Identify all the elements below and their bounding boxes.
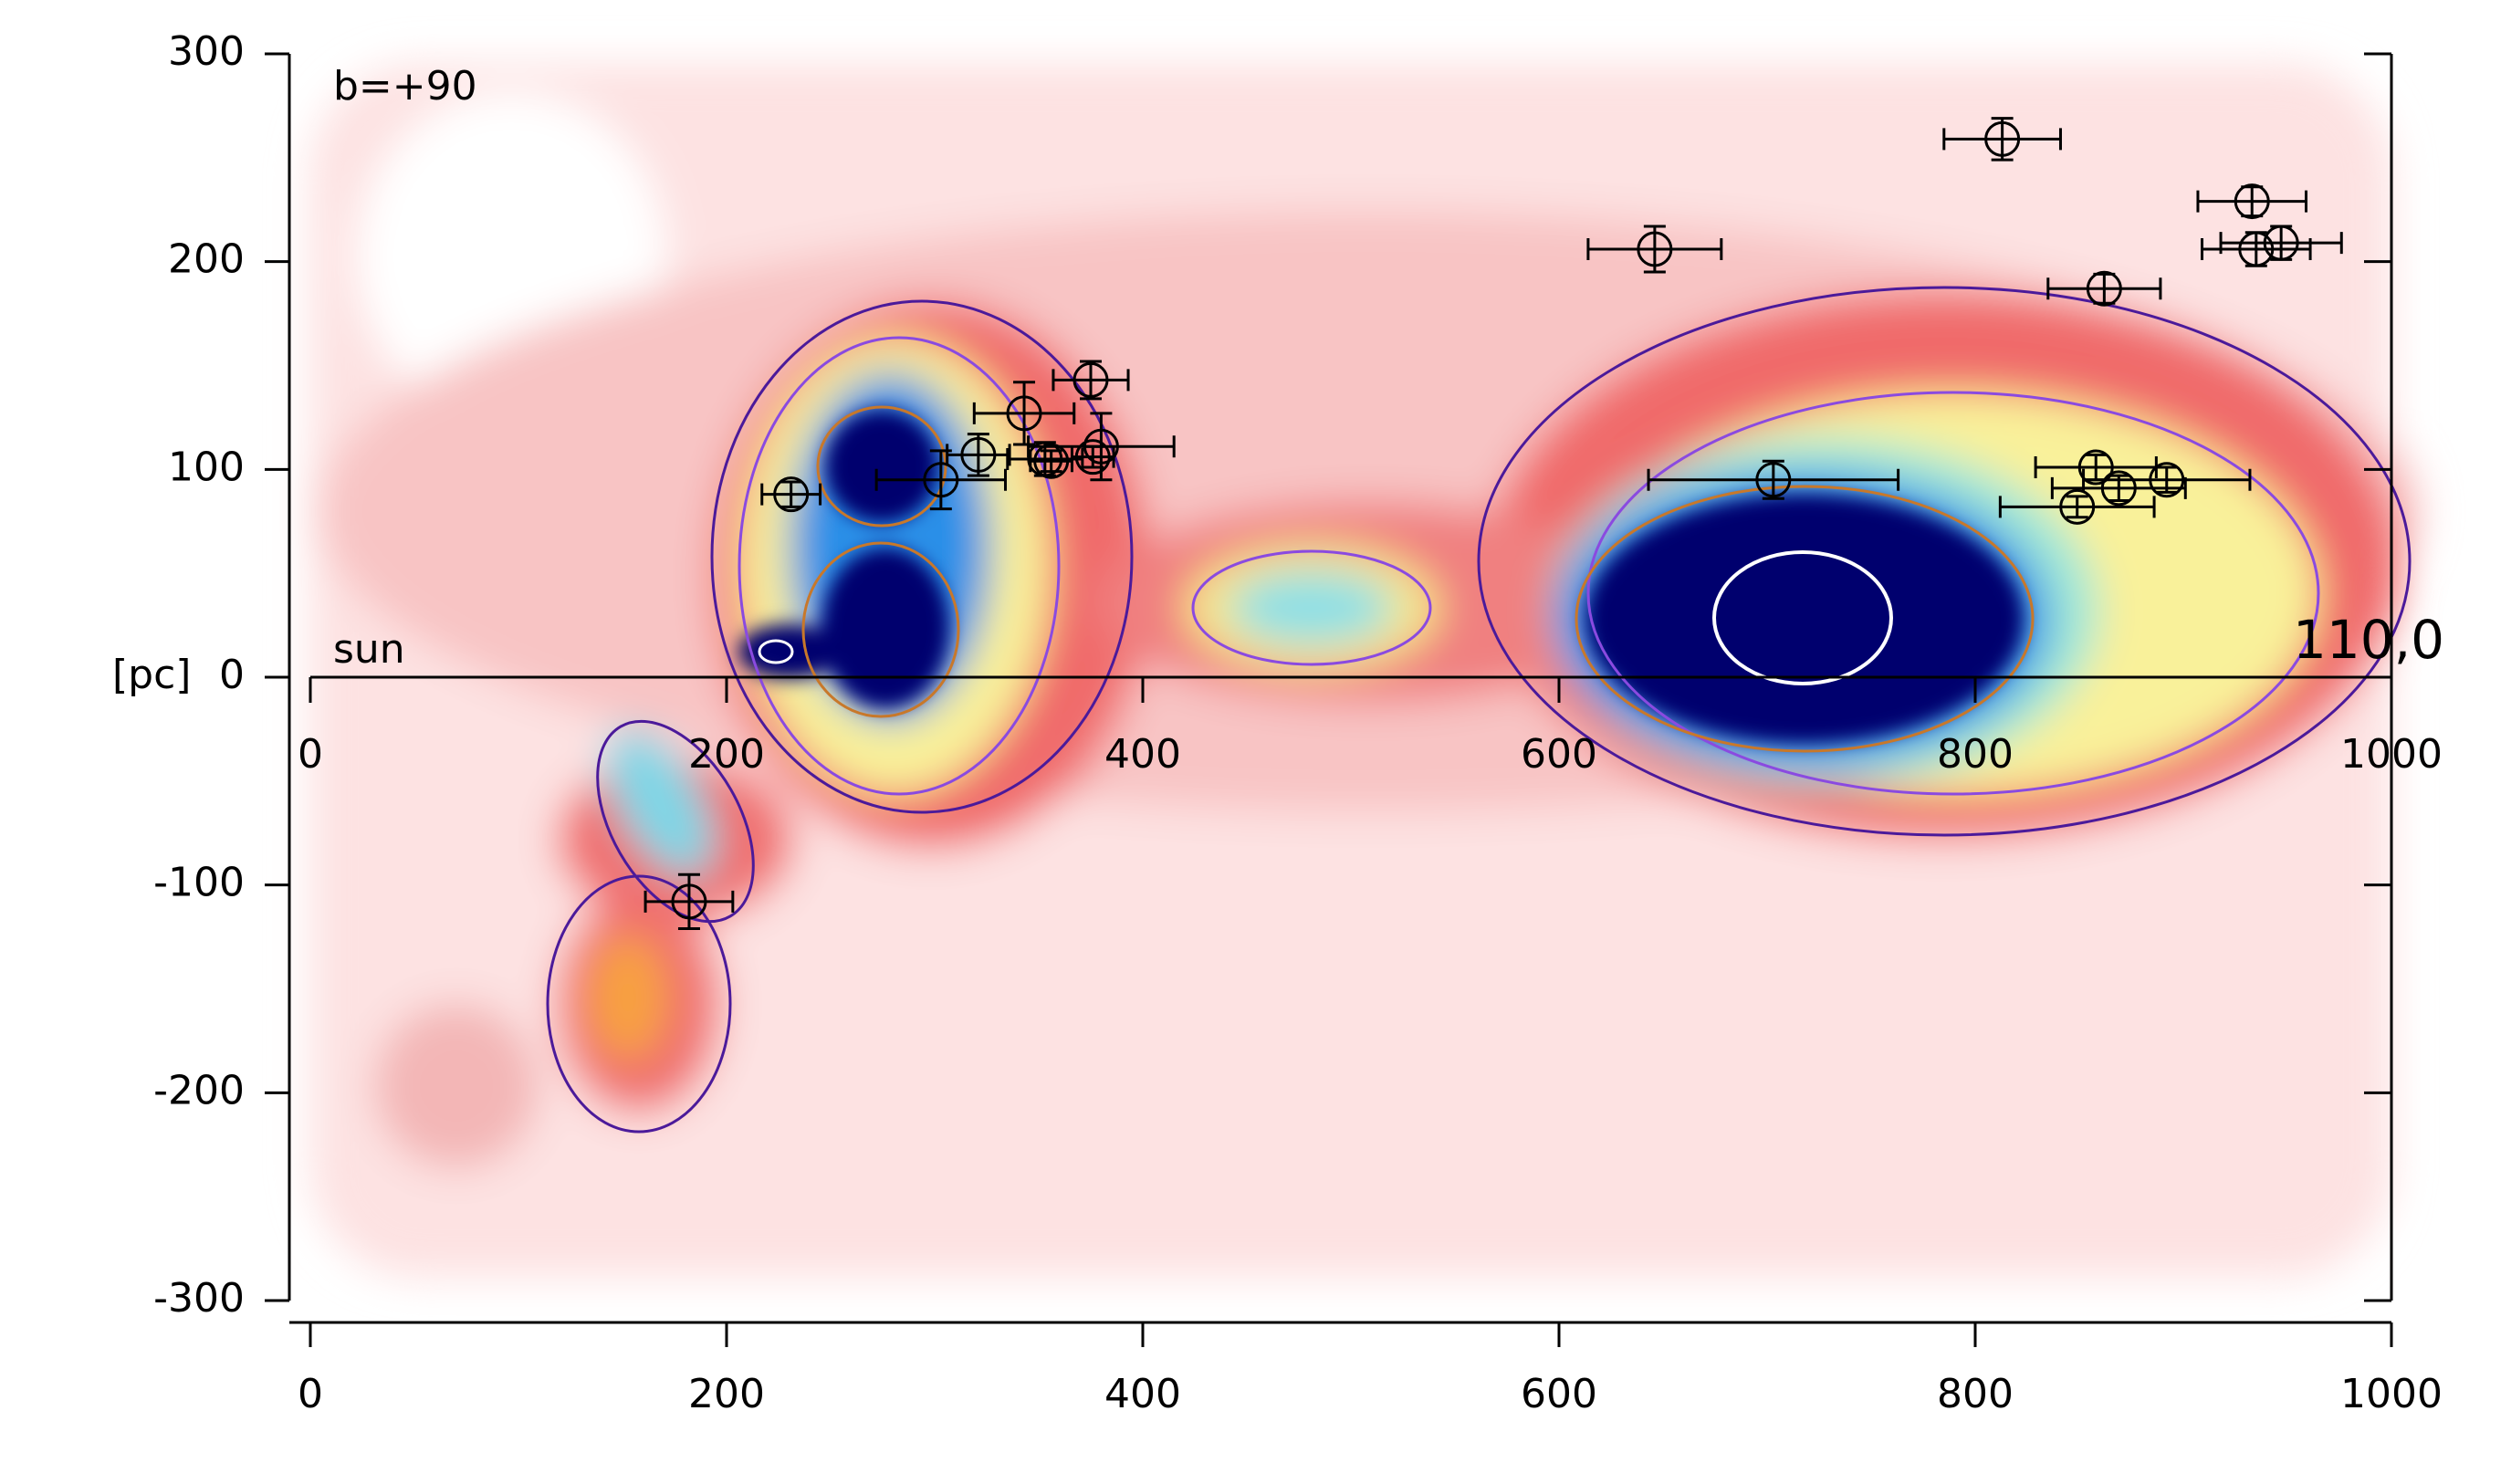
x-tick-label: 800 — [1937, 1371, 2014, 1417]
x-tick-label: 200 — [688, 1371, 765, 1417]
y-tick-label: 200 — [168, 236, 245, 283]
y-error-bar — [779, 480, 802, 508]
inner-x-tick-label: 0 — [298, 731, 323, 778]
inner-x-tick-label: 800 — [1937, 731, 2014, 778]
data-point — [2234, 183, 2270, 220]
y-error-bar — [1762, 459, 1784, 500]
x-tick-label: 1000 — [2340, 1371, 2443, 1417]
y-tick-label: -100 — [153, 860, 245, 906]
y-error-bar — [2155, 465, 2178, 494]
y-error-bar — [1082, 444, 1104, 469]
y-error-bar — [2066, 495, 2088, 519]
data-point — [2238, 231, 2275, 267]
x-tick-label: 400 — [1104, 1371, 1181, 1417]
data-point — [2149, 462, 2185, 498]
inner-x-tick-label: 400 — [1104, 731, 1181, 778]
y-error-bar — [1013, 381, 1036, 446]
data-point — [1755, 462, 1792, 498]
data-point — [1637, 231, 1673, 267]
data-point — [2077, 449, 2114, 486]
inner-x-tick-label: 1000 — [2340, 731, 2443, 778]
data-point — [671, 883, 707, 920]
y-error-bar — [677, 873, 700, 930]
data-point — [1074, 439, 1111, 476]
sun-label: sun — [333, 626, 405, 673]
data-point — [1006, 395, 1042, 432]
x-tick-label: 600 — [1521, 1371, 1597, 1417]
y-tick-label: -200 — [153, 1067, 245, 1113]
data-point — [1072, 361, 1109, 398]
data-point — [1033, 443, 1070, 479]
panel-label: b=+90 — [333, 63, 477, 110]
data-point — [923, 462, 959, 498]
data-point — [2100, 470, 2137, 507]
data-point — [773, 476, 810, 513]
data-point — [2086, 270, 2122, 307]
y-error-bar — [1040, 449, 1062, 474]
y-axis-label: [pc] — [112, 652, 191, 698]
data-point — [960, 436, 997, 473]
y-tick-label: -300 — [153, 1275, 245, 1322]
coord-label: 110,0 — [2293, 609, 2444, 671]
x-tick-label: 0 — [298, 1371, 323, 1417]
y-tick-label: 100 — [168, 444, 245, 490]
data-point — [2059, 488, 2096, 525]
y-error-bar — [1991, 117, 2014, 162]
density-map — [310, 64, 2419, 1278]
y-tick-label: 0 — [219, 652, 245, 698]
y-tick-label: 300 — [168, 28, 245, 75]
inner-x-tick-label: 200 — [688, 731, 765, 778]
data-point — [2263, 225, 2299, 261]
inner-x-tick-label: 600 — [1521, 731, 1597, 778]
y-error-bar — [1080, 360, 1102, 401]
y-error-bar — [967, 433, 989, 477]
data-point — [1984, 120, 2021, 157]
